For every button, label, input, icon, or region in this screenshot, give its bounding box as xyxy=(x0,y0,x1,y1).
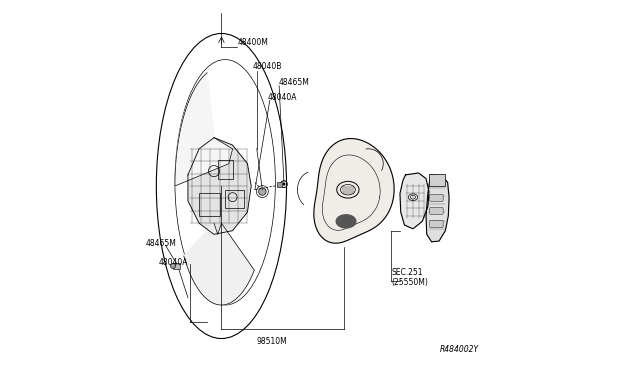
Text: 48465M: 48465M xyxy=(145,239,176,248)
Text: 98510M: 98510M xyxy=(256,337,287,346)
Text: R484002Y: R484002Y xyxy=(440,344,479,353)
Text: 48400M: 48400M xyxy=(237,38,268,47)
Polygon shape xyxy=(175,73,232,186)
Bar xyxy=(218,160,232,179)
FancyBboxPatch shape xyxy=(173,263,180,269)
Circle shape xyxy=(282,183,285,186)
FancyBboxPatch shape xyxy=(429,221,443,227)
Text: 48465M: 48465M xyxy=(278,78,309,87)
Text: 48040A: 48040A xyxy=(268,93,298,102)
Bar xyxy=(199,193,220,216)
Text: 48040A: 48040A xyxy=(158,258,188,267)
FancyBboxPatch shape xyxy=(277,182,282,187)
FancyBboxPatch shape xyxy=(429,174,445,186)
Polygon shape xyxy=(426,175,449,242)
Polygon shape xyxy=(314,138,394,243)
Polygon shape xyxy=(184,223,254,305)
Text: (25550M): (25550M) xyxy=(392,278,428,287)
FancyBboxPatch shape xyxy=(429,208,443,214)
FancyBboxPatch shape xyxy=(429,195,443,201)
Text: SEC.251: SEC.251 xyxy=(392,268,423,277)
Circle shape xyxy=(259,188,266,195)
Bar xyxy=(225,190,244,208)
Text: 48040B: 48040B xyxy=(253,62,282,71)
Polygon shape xyxy=(400,173,429,229)
Polygon shape xyxy=(336,215,356,228)
Polygon shape xyxy=(188,138,251,234)
Circle shape xyxy=(170,263,175,269)
